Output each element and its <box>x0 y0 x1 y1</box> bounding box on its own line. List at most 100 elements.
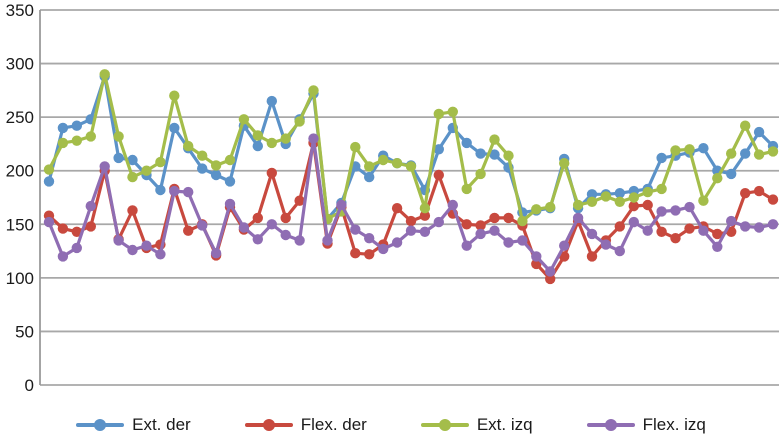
data-point <box>57 223 69 234</box>
data-point <box>670 205 681 216</box>
data-point <box>489 134 500 145</box>
data-point <box>628 200 639 212</box>
data-point <box>642 199 653 211</box>
data-point <box>280 133 291 144</box>
data-point <box>378 154 389 166</box>
data-point <box>252 212 263 224</box>
data-point <box>210 169 222 181</box>
data-point <box>71 242 83 254</box>
data-point <box>405 225 417 236</box>
data-point <box>642 225 653 236</box>
data-point <box>183 186 194 198</box>
data-point <box>391 158 403 169</box>
data-point <box>628 192 639 203</box>
data-point <box>753 185 765 197</box>
data-point <box>85 200 97 212</box>
data-point <box>183 140 194 152</box>
y-tick-label-350: 350 <box>6 1 34 20</box>
data-point <box>670 145 681 156</box>
data-point <box>113 152 124 164</box>
data-point <box>586 196 598 207</box>
data-point <box>419 210 431 221</box>
data-point <box>461 137 472 149</box>
data-point <box>559 158 570 169</box>
y-tick-label-50: 50 <box>15 322 34 341</box>
data-point <box>113 131 124 142</box>
data-point <box>489 212 500 224</box>
legend-item-ext-izq: Ext. izq <box>420 415 533 435</box>
data-point <box>141 165 152 176</box>
data-point <box>753 126 765 138</box>
data-point <box>712 241 723 252</box>
data-point <box>503 212 514 224</box>
data-point <box>740 188 751 199</box>
legend-item-ext-der: Ext. der <box>76 415 191 435</box>
legend-dot-icon <box>604 419 617 431</box>
data-point <box>419 203 431 214</box>
series-ext-der <box>43 71 779 225</box>
data-point <box>433 169 444 181</box>
data-point <box>698 225 709 236</box>
data-point <box>572 199 584 211</box>
legend-marker-icon <box>586 418 635 432</box>
data-point <box>294 116 305 127</box>
data-point <box>684 223 695 234</box>
data-point <box>670 233 681 244</box>
data-point <box>433 108 444 120</box>
data-point <box>684 201 695 213</box>
data-point <box>545 201 556 213</box>
data-point <box>71 120 83 131</box>
data-point <box>712 228 723 240</box>
data-point <box>740 120 751 131</box>
data-point <box>197 220 208 231</box>
data-point <box>280 212 291 224</box>
data-point <box>600 191 612 202</box>
data-point <box>322 235 333 246</box>
data-point <box>294 235 305 246</box>
y-axis-tick-labels: 0 50 100 150 200 250 300 350 <box>6 1 34 395</box>
data-point <box>85 131 97 142</box>
data-point <box>364 171 375 183</box>
data-point <box>197 150 208 161</box>
data-point <box>475 228 486 240</box>
data-point <box>210 160 222 171</box>
data-point <box>308 85 319 96</box>
data-point <box>461 240 472 251</box>
y-tick-label-100: 100 <box>6 269 34 288</box>
data-point <box>586 228 598 240</box>
data-point <box>489 225 500 236</box>
data-point <box>266 167 277 179</box>
data-point <box>391 203 403 214</box>
data-point <box>405 161 417 172</box>
y-tick-label-200: 200 <box>6 162 34 181</box>
data-point <box>656 206 667 217</box>
data-point <box>461 183 472 195</box>
data-point <box>127 154 138 166</box>
data-point <box>614 188 625 199</box>
data-point <box>113 235 124 246</box>
series-line <box>47 74 775 221</box>
data-point <box>614 221 625 232</box>
data-point <box>238 222 250 233</box>
data-point <box>461 219 472 230</box>
data-point <box>712 173 723 184</box>
data-point <box>559 240 570 251</box>
data-point <box>545 273 556 285</box>
data-point <box>71 135 83 146</box>
data-point <box>586 189 598 200</box>
data-point <box>127 171 138 183</box>
data-point <box>350 248 361 259</box>
data-point <box>336 199 347 211</box>
data-point <box>127 244 138 256</box>
data-point <box>433 144 444 155</box>
data-point <box>364 249 375 260</box>
data-point <box>753 222 765 233</box>
data-point <box>531 251 542 262</box>
legend-dot-icon <box>262 419 275 431</box>
data-point <box>572 212 584 224</box>
legend-dot-icon <box>94 419 107 431</box>
y-tick-label-250: 250 <box>6 108 34 127</box>
data-point <box>169 90 180 101</box>
data-point <box>57 251 69 262</box>
